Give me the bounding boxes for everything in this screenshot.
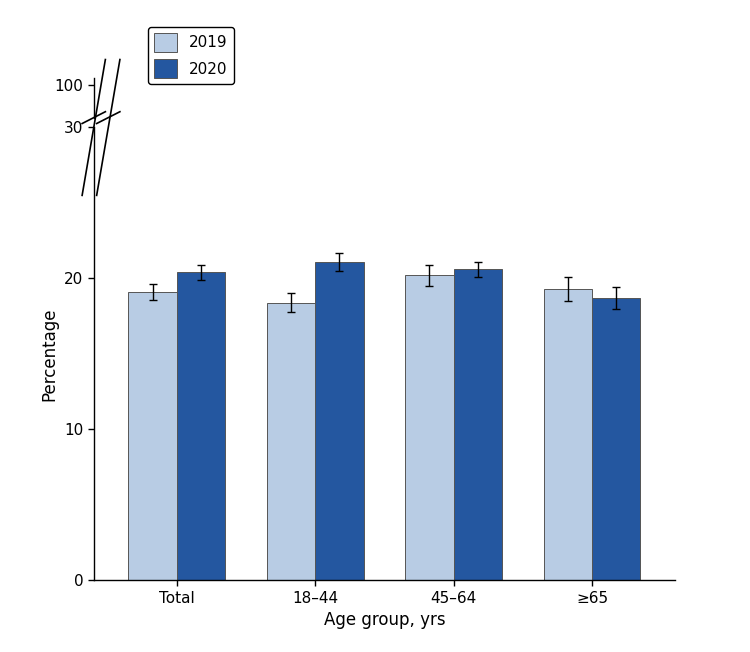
Bar — [405, 608, 454, 652]
Bar — [454, 269, 502, 580]
Bar — [315, 262, 364, 580]
Legend: 2019, 2020: 2019, 2020 — [148, 27, 234, 84]
Bar — [128, 292, 177, 580]
Bar — [267, 620, 315, 652]
Bar — [544, 289, 592, 580]
Bar — [544, 614, 592, 652]
Y-axis label: Percentage: Percentage — [40, 307, 58, 400]
Bar — [315, 602, 364, 652]
Bar — [177, 607, 225, 652]
Bar — [128, 615, 177, 652]
Bar — [177, 273, 225, 580]
Bar — [592, 298, 640, 580]
Bar — [592, 618, 640, 652]
Bar — [405, 275, 454, 580]
X-axis label: Age group, yrs: Age group, yrs — [323, 612, 446, 629]
Bar — [267, 303, 315, 580]
Bar — [454, 606, 502, 652]
